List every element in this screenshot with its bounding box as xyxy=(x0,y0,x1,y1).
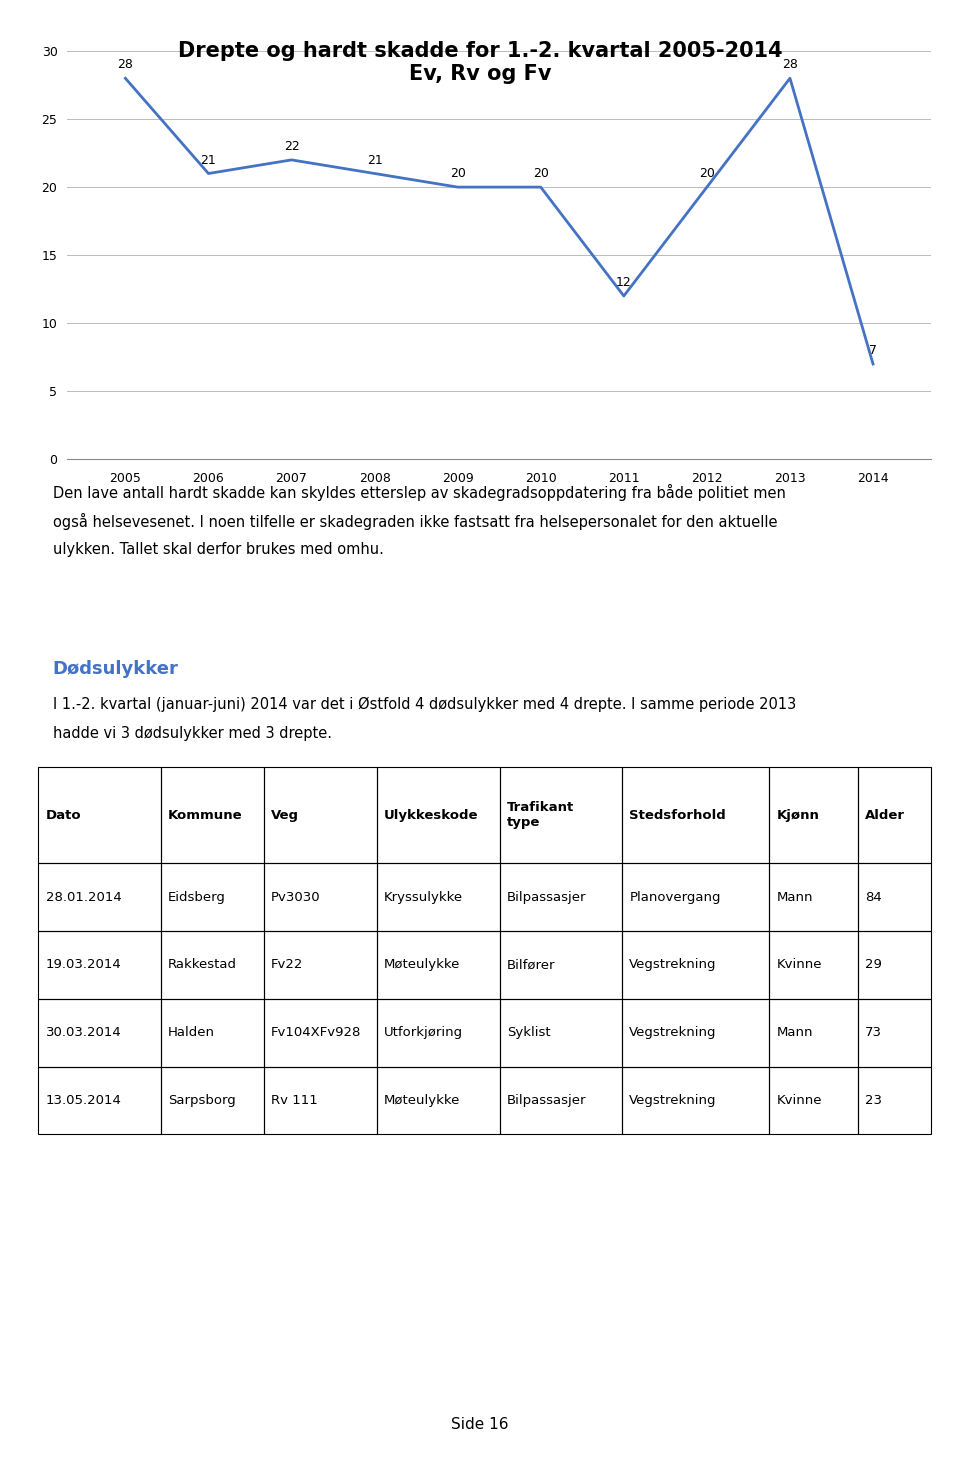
Text: Rv 111: Rv 111 xyxy=(271,1094,318,1107)
Text: Alder: Alder xyxy=(865,809,904,821)
Text: også helsevesenet. I noen tilfelle er skadegraden ikke fastsatt fra helsepersona: også helsevesenet. I noen tilfelle er sk… xyxy=(53,513,778,531)
Bar xyxy=(769,767,857,863)
Text: 28: 28 xyxy=(117,58,133,71)
Bar xyxy=(161,999,264,1067)
Text: Dødsulykker: Dødsulykker xyxy=(53,660,179,678)
Text: Kjønn: Kjønn xyxy=(777,809,819,821)
Bar xyxy=(264,767,377,863)
Text: 12: 12 xyxy=(616,276,632,289)
Text: Kvinne: Kvinne xyxy=(777,1094,822,1107)
Bar xyxy=(38,767,161,863)
Text: 22: 22 xyxy=(283,140,300,153)
Bar xyxy=(857,863,931,932)
Bar xyxy=(377,863,499,932)
Bar xyxy=(38,863,161,932)
Text: Side 16: Side 16 xyxy=(451,1417,509,1432)
Text: Ev, Rv og Fv: Ev, Rv og Fv xyxy=(409,64,551,85)
Text: Bilpassasjer: Bilpassasjer xyxy=(507,1094,587,1107)
Text: Mann: Mann xyxy=(777,891,813,904)
Text: 28.01.2014: 28.01.2014 xyxy=(45,891,121,904)
Text: Den lave antall hardt skadde kan skyldes etterslep av skadegradsoppdatering fra : Den lave antall hardt skadde kan skyldes… xyxy=(53,484,785,502)
Bar xyxy=(857,932,931,999)
Bar xyxy=(857,1067,931,1134)
Bar xyxy=(377,767,499,863)
Text: Halden: Halden xyxy=(168,1026,215,1040)
Text: ulykken. Tallet skal derfor brukes med omhu.: ulykken. Tallet skal derfor brukes med o… xyxy=(53,542,384,557)
Bar xyxy=(622,863,769,932)
Text: 84: 84 xyxy=(865,891,881,904)
Bar xyxy=(38,932,161,999)
Text: Vegstrekning: Vegstrekning xyxy=(630,958,717,971)
Bar xyxy=(622,767,769,863)
Text: Pv3030: Pv3030 xyxy=(271,891,321,904)
Text: Kommune: Kommune xyxy=(168,809,243,821)
Bar xyxy=(161,932,264,999)
Text: hadde vi 3 dødsulykker med 3 drepte.: hadde vi 3 dødsulykker med 3 drepte. xyxy=(53,726,332,741)
Text: Trafikant
type: Trafikant type xyxy=(507,800,574,830)
Text: 20: 20 xyxy=(533,168,549,181)
Bar xyxy=(38,1067,161,1134)
Text: 30.03.2014: 30.03.2014 xyxy=(45,1026,121,1040)
Text: Ulykkeskode: Ulykkeskode xyxy=(384,809,478,821)
Bar xyxy=(499,767,622,863)
Bar xyxy=(769,932,857,999)
Bar xyxy=(857,767,931,863)
Bar xyxy=(264,1067,377,1134)
Bar xyxy=(499,932,622,999)
Bar xyxy=(769,863,857,932)
Bar xyxy=(161,767,264,863)
Text: Dato: Dato xyxy=(45,809,82,821)
Bar xyxy=(377,1067,499,1134)
Text: Eidsberg: Eidsberg xyxy=(168,891,226,904)
Text: Bilfører: Bilfører xyxy=(507,958,555,971)
Bar xyxy=(499,999,622,1067)
Text: 21: 21 xyxy=(201,153,216,166)
Bar xyxy=(161,1067,264,1134)
Text: Vegstrekning: Vegstrekning xyxy=(630,1026,717,1040)
Text: 20: 20 xyxy=(449,168,466,181)
Text: Planovergang: Planovergang xyxy=(630,891,721,904)
Text: Drepte og hardt skadde for 1.-2. kvartal 2005-2014: Drepte og hardt skadde for 1.-2. kvartal… xyxy=(178,41,782,61)
Text: I 1.-2. kvartal (januar-juni) 2014 var det i Østfold 4 dødsulykker med 4 drepte.: I 1.-2. kvartal (januar-juni) 2014 var d… xyxy=(53,697,796,712)
Text: 73: 73 xyxy=(865,1026,881,1040)
Bar xyxy=(622,999,769,1067)
Text: 21: 21 xyxy=(367,153,382,166)
Text: 29: 29 xyxy=(865,958,881,971)
Text: Vegstrekning: Vegstrekning xyxy=(630,1094,717,1107)
Text: Møteulykke: Møteulykke xyxy=(384,1094,461,1107)
Text: Kvinne: Kvinne xyxy=(777,958,822,971)
Text: 20: 20 xyxy=(699,168,715,181)
Text: Sarpsborg: Sarpsborg xyxy=(168,1094,236,1107)
Bar xyxy=(264,932,377,999)
Bar xyxy=(161,863,264,932)
Text: Utforkjøring: Utforkjøring xyxy=(384,1026,463,1040)
Bar xyxy=(769,1067,857,1134)
Bar xyxy=(38,999,161,1067)
Text: Stedsforhold: Stedsforhold xyxy=(630,809,726,821)
Text: 13.05.2014: 13.05.2014 xyxy=(45,1094,121,1107)
Text: 7: 7 xyxy=(869,344,877,357)
Text: 28: 28 xyxy=(782,58,798,71)
Text: Kryssulykke: Kryssulykke xyxy=(384,891,463,904)
Text: Bilpassasjer: Bilpassasjer xyxy=(507,891,587,904)
Bar xyxy=(499,863,622,932)
Bar xyxy=(264,999,377,1067)
Text: Syklist: Syklist xyxy=(507,1026,550,1040)
Text: Fv22: Fv22 xyxy=(271,958,303,971)
Text: 19.03.2014: 19.03.2014 xyxy=(45,958,121,971)
Bar xyxy=(377,932,499,999)
Bar xyxy=(622,932,769,999)
Text: Mann: Mann xyxy=(777,1026,813,1040)
Text: 23: 23 xyxy=(865,1094,881,1107)
Text: Fv104XFv928: Fv104XFv928 xyxy=(271,1026,362,1040)
Bar xyxy=(377,999,499,1067)
Text: Møteulykke: Møteulykke xyxy=(384,958,461,971)
Text: Rakkestad: Rakkestad xyxy=(168,958,237,971)
Bar xyxy=(499,1067,622,1134)
Bar xyxy=(769,999,857,1067)
Bar xyxy=(622,1067,769,1134)
Text: Veg: Veg xyxy=(271,809,300,821)
Bar xyxy=(264,863,377,932)
Bar xyxy=(857,999,931,1067)
